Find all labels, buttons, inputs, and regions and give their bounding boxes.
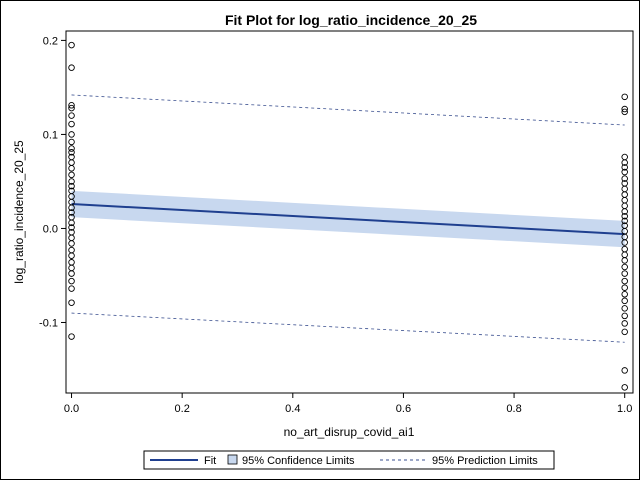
data-point <box>68 270 75 277</box>
y-tick-label: 0.2 <box>43 35 58 47</box>
legend-confidence-label: 95% Confidence Limits <box>242 455 355 467</box>
x-tick-label: 0.0 <box>64 403 79 415</box>
prediction-limit-lower <box>71 312 625 343</box>
data-point <box>68 159 75 166</box>
data-point <box>621 196 628 204</box>
data-point <box>621 257 628 264</box>
legend-fit-label: Fit <box>204 455 216 467</box>
data-point <box>621 164 628 171</box>
data-point <box>621 284 628 291</box>
legend-box <box>143 450 555 470</box>
data-point <box>621 367 628 374</box>
x-axis-label: no_art_disrup_covid_ai1 <box>284 425 415 439</box>
data-point <box>621 297 628 305</box>
data-point <box>621 105 628 113</box>
data-point <box>621 263 628 271</box>
plot-area <box>68 41 628 391</box>
data-point <box>621 168 628 176</box>
data-point <box>68 112 75 119</box>
data-point <box>621 175 628 182</box>
x-tick-label: 0.4 <box>285 403 300 415</box>
data-point <box>68 240 75 247</box>
data-point <box>621 384 628 391</box>
data-point <box>621 270 628 277</box>
data-point <box>68 145 75 152</box>
x-tick-label: 0.8 <box>506 403 521 415</box>
data-point <box>621 159 628 166</box>
data-point <box>68 64 75 71</box>
data-point <box>68 234 75 242</box>
data-point <box>68 104 75 112</box>
data-point <box>621 291 628 298</box>
data-point <box>621 305 628 312</box>
data-point <box>621 191 628 198</box>
legend: Fit 95% Confidence Limits 95% Prediction… <box>143 450 555 470</box>
y-tick-label: -0.1 <box>39 317 58 329</box>
data-point <box>621 153 628 161</box>
data-point <box>68 285 75 292</box>
data-point <box>68 209 75 216</box>
fit-line <box>71 203 625 236</box>
y-tick-label: 0.0 <box>43 223 58 235</box>
legend-prediction-label: 95% Prediction Limits <box>432 455 538 467</box>
x-tick-label: 0.6 <box>396 403 411 415</box>
plot-border <box>65 30 634 394</box>
legend-confidence-swatch <box>227 454 238 465</box>
data-point <box>68 182 75 190</box>
data-point <box>68 41 75 49</box>
data-point <box>68 277 75 285</box>
data-point <box>68 204 75 212</box>
data-point <box>621 239 628 246</box>
data-point <box>68 264 75 272</box>
data-point <box>621 212 628 220</box>
y-tick-label: 0.1 <box>43 129 58 141</box>
data-point <box>68 171 75 179</box>
data-point <box>68 219 75 227</box>
data-point <box>68 178 75 185</box>
data-point <box>68 138 75 146</box>
data-point <box>621 312 628 320</box>
data-point <box>68 165 75 172</box>
data-point <box>68 299 75 306</box>
data-point <box>621 251 628 259</box>
data-point <box>621 328 628 336</box>
data-point <box>621 93 628 101</box>
data-point <box>68 102 75 109</box>
data-point <box>68 149 75 156</box>
data-point <box>68 120 75 128</box>
data-point <box>621 185 628 193</box>
data-point <box>68 259 75 266</box>
data-point <box>621 108 628 116</box>
data-point <box>68 252 75 259</box>
data-point <box>68 333 75 340</box>
data-point <box>621 202 628 210</box>
x-tick-label: 1.0 <box>617 403 632 415</box>
x-tick-label: 0.2 <box>175 403 190 415</box>
data-point <box>68 131 75 138</box>
data-point <box>621 217 628 225</box>
y-axis: -0.1 0.0 0.1 0.2 <box>39 35 66 329</box>
data-point <box>621 208 628 215</box>
data-point <box>621 277 628 285</box>
prediction-limit-upper <box>71 94 625 126</box>
data-point <box>68 246 75 254</box>
y-axis-label: log_ratio_incidence_20_25 <box>12 140 26 284</box>
chart-title: Fit Plot for log_ratio_incidence_20_25 <box>225 12 477 28</box>
data-point <box>68 224 75 231</box>
data-point <box>621 320 628 327</box>
x-axis: 0.0 0.2 0.4 0.6 0.8 1.0 <box>64 393 632 415</box>
